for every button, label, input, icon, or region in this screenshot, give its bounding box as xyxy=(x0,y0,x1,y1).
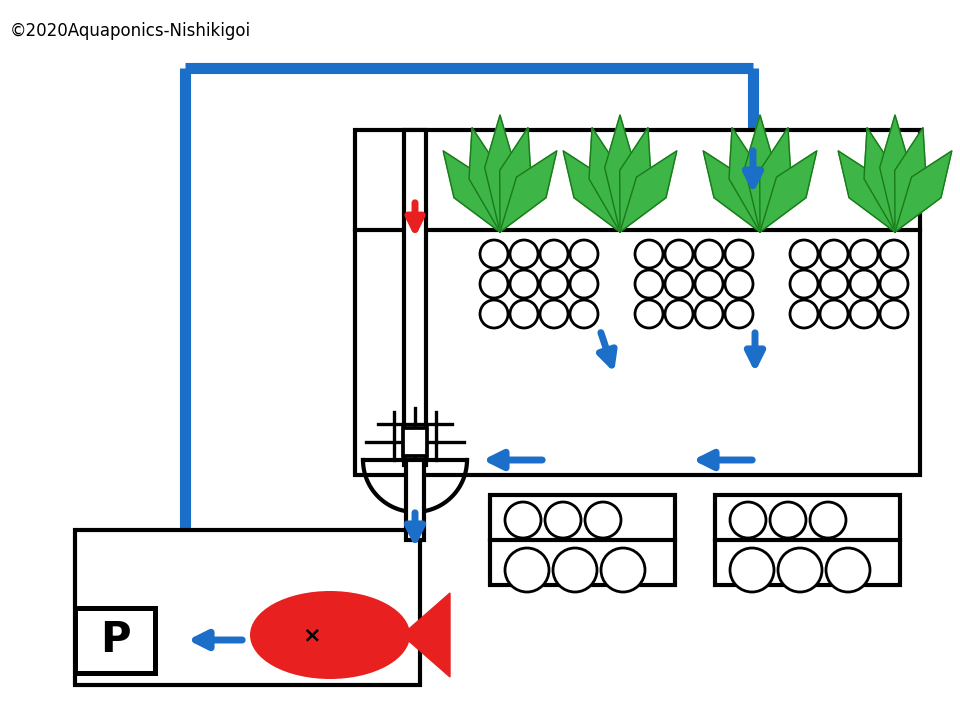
Circle shape xyxy=(725,240,753,268)
Polygon shape xyxy=(895,127,926,232)
Circle shape xyxy=(790,270,818,298)
Polygon shape xyxy=(838,151,895,232)
Circle shape xyxy=(665,300,693,328)
Circle shape xyxy=(725,300,753,328)
Circle shape xyxy=(553,548,597,592)
Circle shape xyxy=(540,300,568,328)
Circle shape xyxy=(540,270,568,298)
Circle shape xyxy=(695,300,723,328)
Polygon shape xyxy=(895,151,951,232)
Circle shape xyxy=(778,548,822,592)
Circle shape xyxy=(850,300,878,328)
Polygon shape xyxy=(485,115,516,232)
Circle shape xyxy=(695,240,723,268)
Circle shape xyxy=(635,270,663,298)
Bar xyxy=(403,428,427,456)
Polygon shape xyxy=(564,151,620,232)
Circle shape xyxy=(770,502,806,538)
Circle shape xyxy=(480,240,508,268)
Circle shape xyxy=(790,300,818,328)
Circle shape xyxy=(570,300,598,328)
Polygon shape xyxy=(444,151,500,232)
Bar xyxy=(75,530,420,685)
Circle shape xyxy=(635,300,663,328)
Polygon shape xyxy=(864,127,896,232)
Circle shape xyxy=(540,240,568,268)
Text: P: P xyxy=(100,619,131,661)
Polygon shape xyxy=(760,151,817,232)
Bar xyxy=(406,460,424,540)
Circle shape xyxy=(810,502,846,538)
Polygon shape xyxy=(704,151,760,232)
Circle shape xyxy=(730,502,766,538)
Polygon shape xyxy=(620,151,677,232)
Polygon shape xyxy=(500,127,531,232)
Bar xyxy=(404,130,426,465)
Circle shape xyxy=(585,502,621,538)
Circle shape xyxy=(601,548,645,592)
Polygon shape xyxy=(589,127,620,232)
Polygon shape xyxy=(402,593,450,677)
Circle shape xyxy=(695,270,723,298)
Circle shape xyxy=(820,240,848,268)
Polygon shape xyxy=(729,127,760,232)
Polygon shape xyxy=(745,115,776,232)
Text: ×: × xyxy=(302,625,322,645)
Circle shape xyxy=(880,300,908,328)
Circle shape xyxy=(505,548,549,592)
Circle shape xyxy=(480,300,508,328)
Polygon shape xyxy=(759,127,791,232)
Circle shape xyxy=(480,270,508,298)
Circle shape xyxy=(510,270,538,298)
Circle shape xyxy=(665,270,693,298)
Circle shape xyxy=(545,502,581,538)
Circle shape xyxy=(826,548,870,592)
Circle shape xyxy=(880,240,908,268)
Bar xyxy=(75,608,155,673)
Circle shape xyxy=(635,240,663,268)
Polygon shape xyxy=(500,151,557,232)
Circle shape xyxy=(850,270,878,298)
Text: ©2020Aquaponics-Nishikigoi: ©2020Aquaponics-Nishikigoi xyxy=(10,22,252,40)
Circle shape xyxy=(570,240,598,268)
Polygon shape xyxy=(620,127,651,232)
Circle shape xyxy=(790,240,818,268)
Circle shape xyxy=(850,240,878,268)
Circle shape xyxy=(820,270,848,298)
Ellipse shape xyxy=(250,591,410,679)
Polygon shape xyxy=(879,115,910,232)
Bar xyxy=(490,495,675,585)
Circle shape xyxy=(880,270,908,298)
Polygon shape xyxy=(605,115,636,232)
Circle shape xyxy=(510,240,538,268)
Polygon shape xyxy=(469,127,500,232)
Circle shape xyxy=(510,300,538,328)
Circle shape xyxy=(820,300,848,328)
Bar xyxy=(355,130,920,475)
Circle shape xyxy=(730,548,774,592)
Circle shape xyxy=(725,270,753,298)
Bar xyxy=(715,495,900,585)
Circle shape xyxy=(505,502,541,538)
Circle shape xyxy=(665,240,693,268)
Circle shape xyxy=(570,270,598,298)
